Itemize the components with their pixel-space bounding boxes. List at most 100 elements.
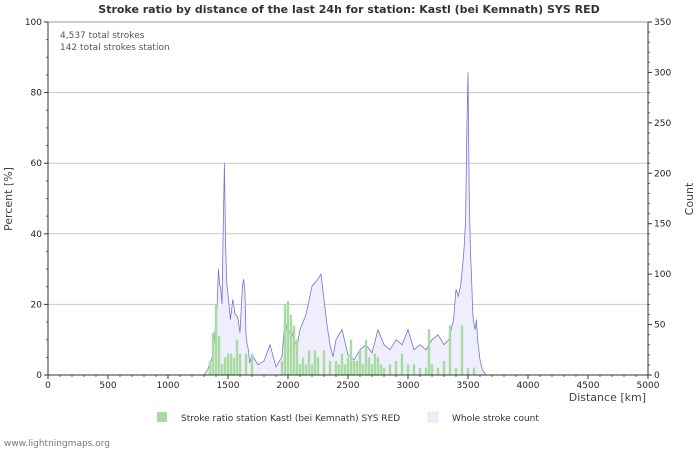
ratio-bar: [298, 364, 302, 375]
x-axis-label: Distance [km]: [569, 391, 646, 404]
y-left-tick-label: 100: [25, 18, 42, 28]
ratio-bar: [310, 364, 314, 375]
y-right-tick-label: 200: [654, 169, 671, 179]
x-tick-label: 1000: [157, 381, 180, 391]
ratio-bar: [223, 357, 227, 375]
ratio-bar: [388, 364, 392, 375]
x-tick-label: 500: [99, 381, 116, 391]
legend-swatch-ratio: [157, 412, 167, 422]
x-tick-label: 2000: [277, 381, 300, 391]
ratio-bar: [295, 339, 299, 375]
ratio-bar: [211, 332, 215, 375]
y-axis-right-label: Count: [683, 182, 696, 215]
ratio-bar: [346, 357, 350, 375]
total-strokes-stat: 4,537 total strokes: [60, 31, 145, 41]
y-right-tick-label: 50: [654, 321, 666, 331]
y-left-tick-label: 60: [31, 159, 43, 169]
legend-swatch-count: [427, 411, 439, 423]
x-tick-label: 2500: [337, 381, 360, 391]
ratio-bar: [454, 367, 458, 375]
ratio-bar: [334, 360, 338, 375]
whole-stroke-count-area: [203, 72, 492, 376]
ratio-bar: [427, 329, 431, 375]
ratio-bar: [442, 360, 446, 375]
x-tick-label: 4500: [577, 381, 600, 391]
ratio-bar: [394, 360, 398, 375]
ratio-bar: [214, 304, 218, 375]
x-tick-label: 4000: [517, 381, 540, 391]
ratio-bar: [226, 353, 230, 375]
gridlines: [48, 92, 648, 305]
axes: 0 500 1000 1500 2000 2500 3000 3500 4000 4500 5000…: [25, 18, 672, 391]
ratio-bar: [283, 304, 287, 375]
ratio-bar: [364, 339, 368, 375]
y-right-tick-label: 100: [654, 270, 671, 280]
ratio-bar: [406, 364, 410, 375]
ratio-bar: [373, 353, 377, 375]
ratio-bar: [301, 357, 305, 375]
ratio-bar: [382, 367, 386, 375]
ratio-bar: [235, 339, 239, 375]
ratio-bar: [466, 367, 470, 375]
x-tick-label: 3000: [397, 381, 420, 391]
ratio-bar: [412, 364, 416, 375]
ratio-bar: [304, 364, 308, 375]
chart-title: Stroke ratio by distance of the last 24h…: [98, 3, 599, 16]
ratio-bar: [250, 353, 254, 375]
ratio-bar: [292, 325, 296, 375]
ratio-bar: [361, 364, 365, 375]
y-right-tick-label: 350: [654, 18, 671, 28]
ratio-bar: [355, 360, 359, 375]
ratio-bar: [289, 315, 293, 375]
ratio-bar: [337, 364, 341, 375]
y-right-tick-label: 150: [654, 220, 671, 230]
x-tick-label: 3500: [457, 381, 480, 391]
ratio-bar: [358, 350, 362, 375]
x-tick-label: 5000: [637, 381, 660, 391]
ratio-bar: [328, 360, 332, 375]
legend-label-ratio: Stroke ratio station Kastl (bei Kemnath)…: [181, 414, 400, 424]
station-strokes-stat: 142 total strokes station: [60, 43, 170, 53]
ratio-bar: [343, 364, 347, 375]
ratio-bar: [379, 364, 383, 375]
footer-credit: www.lightningmaps.org: [4, 439, 110, 449]
y-left-tick-label: 20: [31, 300, 43, 310]
ratio-bar: [418, 367, 422, 375]
ratio-bar: [370, 364, 374, 375]
y-left-tick-label: 40: [31, 230, 43, 240]
ratio-bar: [322, 350, 326, 375]
ratio-bar: [286, 300, 290, 375]
ratio-bar: [313, 350, 317, 375]
y-left-tick-label: 0: [36, 371, 42, 381]
ratio-bar: [376, 357, 380, 375]
ratio-bar: [280, 360, 284, 375]
ratio-bar: [448, 325, 452, 375]
legend-label-count: Whole stroke count: [452, 414, 539, 424]
plot-area: [47, 21, 649, 376]
y-axis-left-label: Percent [%]: [2, 167, 15, 231]
ratio-bar: [244, 353, 248, 375]
ratio-bar: [472, 367, 476, 375]
ratio-bar: [217, 336, 221, 375]
y-right-tick-label: 0: [654, 371, 660, 381]
ratio-bar: [316, 357, 320, 375]
ratio-bar: [349, 339, 353, 375]
y-left-tick-label: 80: [31, 89, 43, 99]
ratio-bar: [229, 353, 233, 375]
x-tick-label: 1500: [217, 381, 240, 391]
count-line: [203, 72, 492, 376]
x-tick-label: 0: [45, 381, 51, 391]
ratio-bar: [340, 353, 344, 375]
ratio-bar: [430, 364, 434, 375]
ratio-bar: [220, 364, 224, 375]
ratio-bar: [460, 325, 464, 375]
ratio-bar: [400, 353, 404, 375]
stroke-ratio-bars: [208, 300, 476, 375]
ratio-bar: [436, 367, 440, 375]
ratio-bar: [352, 360, 356, 375]
ratio-bar: [367, 357, 371, 375]
ratio-bar: [307, 350, 311, 375]
ratio-bar: [424, 367, 428, 375]
ratio-bar: [232, 357, 236, 375]
